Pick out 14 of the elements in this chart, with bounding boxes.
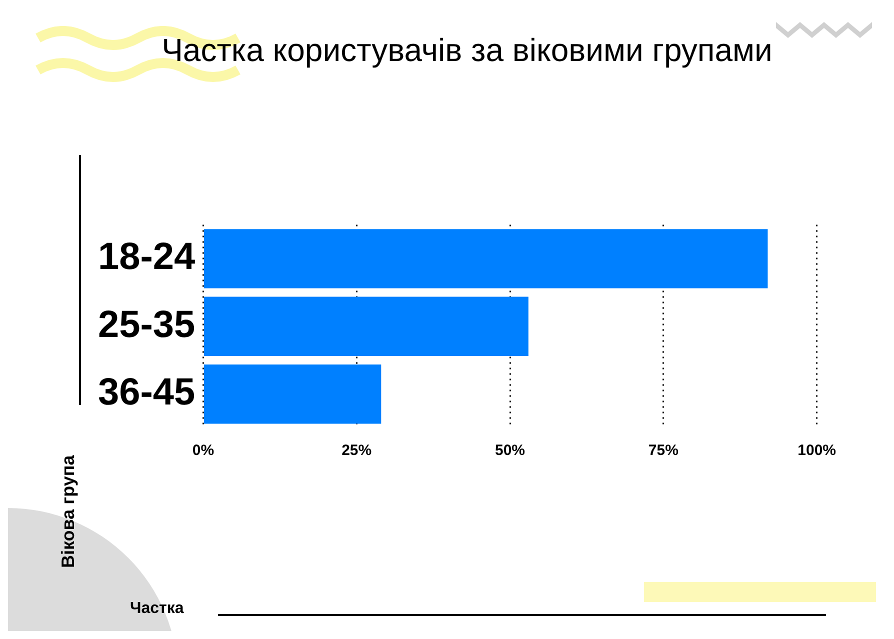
y-tick-label: 25-35 [98,304,196,346]
chart-title: Частка користувачів за віковими групами [160,32,774,69]
y-tick-label: 18-24 [98,236,196,278]
bar [204,229,768,288]
x-tick-label: 75% [648,442,678,460]
y-axis-title: Вікова група [58,455,79,568]
x-tick-label: 50% [494,442,526,460]
y-tick-label: 36-45 [98,372,196,414]
bar [204,364,382,424]
text: Частка [130,600,184,618]
bar [204,296,528,356]
x-tick-label: 0% [192,442,214,460]
x-tick-label: 25% [342,442,372,460]
x-tick-label: 100% [798,442,836,460]
